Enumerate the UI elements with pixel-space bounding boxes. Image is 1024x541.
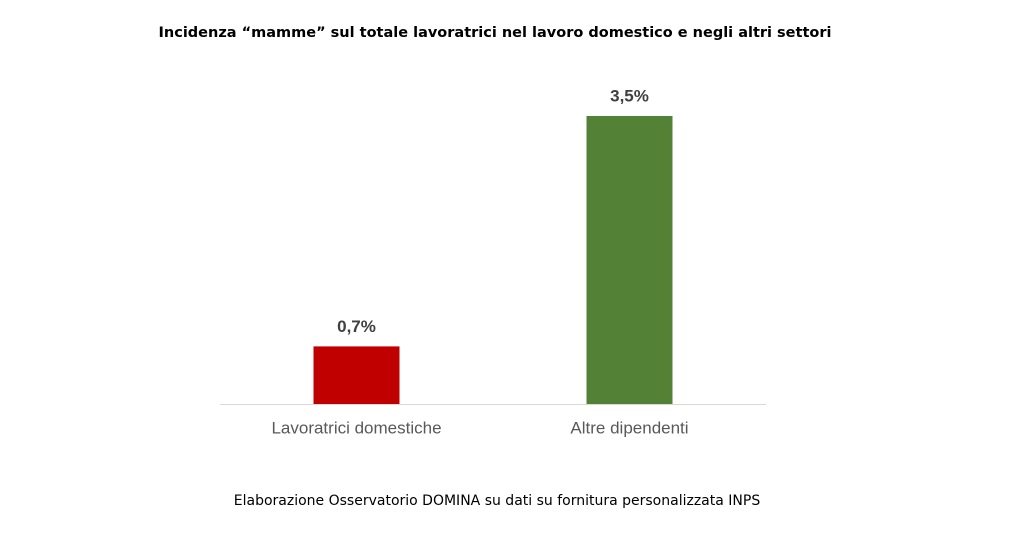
value-label: 0,7% <box>337 317 376 336</box>
value-label: 3,5% <box>610 86 649 105</box>
bar <box>313 346 400 404</box>
x-tick-label: Altre dipendenti <box>570 418 688 437</box>
x-tick-label: Lavoratrici domestiche <box>271 418 441 437</box>
bar <box>586 116 673 404</box>
chart-title: Incidenza “mamme” sul totale lavoratrici… <box>159 25 832 41</box>
source-note: Elaborazione Osservatorio DOMINA su dati… <box>234 493 761 509</box>
